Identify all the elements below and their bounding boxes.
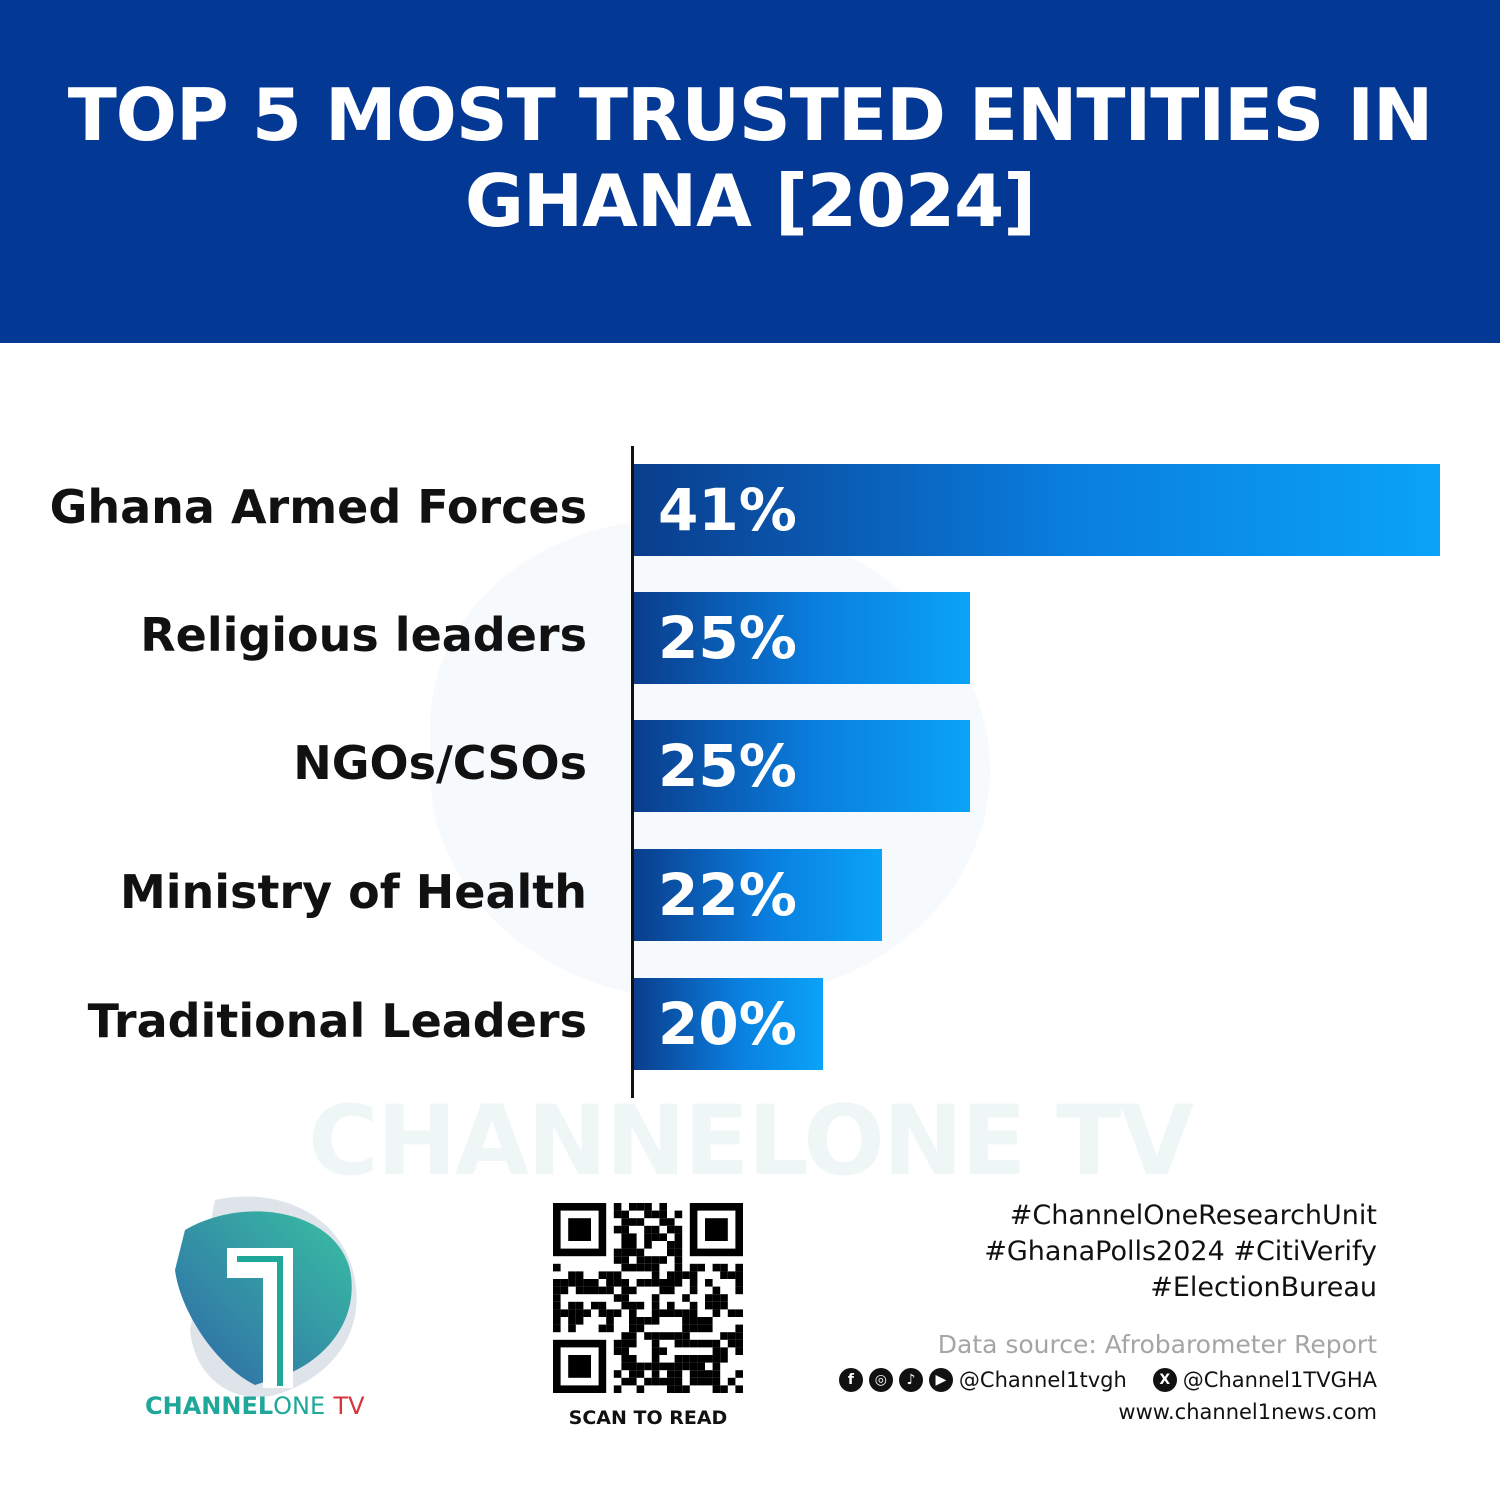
- data-source: Data source: Afrobarometer Report: [937, 1330, 1377, 1359]
- bar: [634, 849, 882, 941]
- brand-tv: TV: [333, 1392, 365, 1420]
- value-label: 25%: [658, 604, 797, 672]
- value-label: 25%: [658, 732, 797, 800]
- value-label: 22%: [658, 861, 797, 929]
- watermark-text: CHANNELONE TV: [308, 1085, 1194, 1197]
- brand-bold: CHANNEL: [145, 1392, 274, 1420]
- category-label: NGOs/CSOs: [293, 736, 587, 790]
- value-label: 41%: [658, 476, 797, 544]
- qr-code[interactable]: [553, 1203, 743, 1393]
- bar: [634, 978, 824, 1070]
- facebook-icon[interactable]: f: [838, 1368, 863, 1392]
- scan-caption: SCAN TO READ: [568, 1407, 728, 1429]
- category-label: Ghana Armed Forces: [49, 480, 587, 534]
- x-icon[interactable]: X: [1152, 1368, 1177, 1392]
- category-label: Ministry of Health: [120, 865, 587, 919]
- hashtag-line: #ElectionBureau: [1150, 1272, 1377, 1303]
- value-label: 20%: [658, 990, 797, 1058]
- bar: [634, 464, 1441, 556]
- category-label: Traditional Leaders: [87, 994, 587, 1048]
- y-axis-line: [631, 446, 634, 1098]
- bar: [634, 592, 971, 684]
- brand-light: ONE: [273, 1392, 326, 1420]
- youtube-icon[interactable]: ▶: [928, 1368, 953, 1392]
- page-title: TOP 5 MOST TRUSTED ENTITIES IN GHANA [20…: [67, 72, 1434, 243]
- tiktok-icon[interactable]: ♪: [898, 1368, 923, 1392]
- logo-wordmark: CHANNELONE TV: [145, 1392, 365, 1420]
- hashtag-line: #GhanaPolls2024 #CitiVerify: [984, 1236, 1377, 1267]
- bar: [634, 720, 971, 812]
- category-label: Religious leaders: [140, 608, 587, 662]
- channel-one-logo: [175, 1196, 357, 1398]
- website-link[interactable]: www.channel1news.com: [1118, 1400, 1377, 1424]
- x-handle[interactable]: @Channel1TVGHA: [1182, 1368, 1377, 1392]
- instagram-icon[interactable]: ◎: [868, 1368, 893, 1392]
- social-handle[interactable]: @Channel1tvgh: [958, 1368, 1127, 1392]
- hashtags: #ChannelOneResearchUnit #GhanaPolls2024 …: [984, 1198, 1377, 1306]
- header-banner: TOP 5 MOST TRUSTED ENTITIES IN GHANA [20…: [0, 0, 1500, 343]
- hashtag-line: #ChannelOneResearchUnit: [1009, 1200, 1377, 1231]
- social-handles: f ◎ ♪ ▶ @Channel1tvgh X @Channel1TVGHA: [838, 1368, 1377, 1392]
